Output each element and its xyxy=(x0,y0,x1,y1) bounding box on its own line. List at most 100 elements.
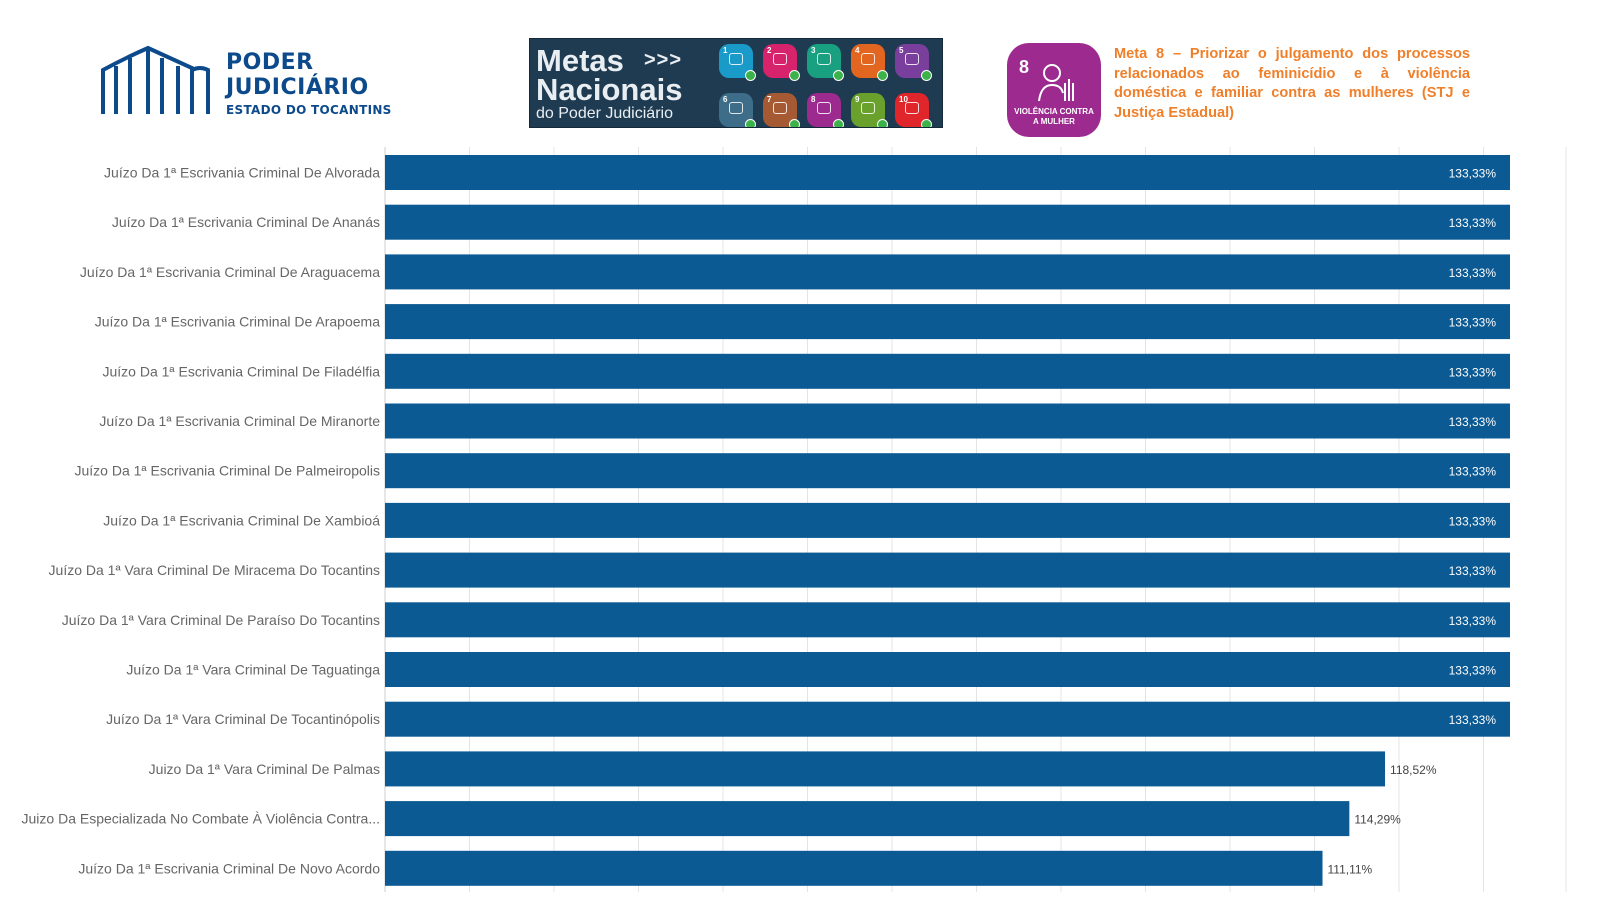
checkmark-icon xyxy=(789,119,800,127)
goal-tile-1: 1 xyxy=(719,44,756,81)
goal-tile-10: 10 xyxy=(895,93,932,127)
badge-caption: VIOLÊNCIA CONTRA A MULHER xyxy=(1007,107,1101,127)
woman-stop-hand-icon xyxy=(1038,64,1074,102)
goal-tile-4: 4 xyxy=(851,44,888,81)
goal-glyph-icon xyxy=(905,53,919,65)
value-label: 133,33% xyxy=(1449,664,1497,678)
banner-arrows-icon: >>> xyxy=(644,49,683,71)
value-label: 133,33% xyxy=(1449,614,1497,628)
bar xyxy=(385,304,1510,340)
banner-subtitle: do Poder Judiciário xyxy=(536,105,673,122)
value-label: 133,33% xyxy=(1449,216,1497,230)
category-label: Juízo Da 1ª Escrivania Criminal De Arapo… xyxy=(95,314,381,330)
goal-tile-2: 2 xyxy=(763,44,800,81)
goal-glyph-icon xyxy=(729,53,743,65)
banner-title-metas: Metas xyxy=(536,43,624,78)
bar xyxy=(385,353,1510,389)
goal-glyph-icon xyxy=(905,102,919,114)
goal-glyph-icon xyxy=(817,53,831,65)
meta8-title: Meta 8 – Priorizar o julgamento dos proc… xyxy=(1114,46,1470,121)
checkmark-icon xyxy=(833,70,844,81)
badge-number: 8 xyxy=(1019,57,1030,77)
goal-glyph-icon xyxy=(861,102,875,114)
category-label: Juízo Da 1ª Escrivania Criminal De Filad… xyxy=(102,363,380,379)
category-label: Juízo Da 1ª Escrivania Criminal De Ananá… xyxy=(112,214,380,230)
category-labels: Juízo Da 1ª Escrivania Criminal De Alvor… xyxy=(22,165,381,877)
bar xyxy=(385,453,1510,489)
goal-glyph-icon xyxy=(773,53,787,65)
value-label: 133,33% xyxy=(1449,365,1497,379)
checkmark-icon xyxy=(745,119,756,127)
value-label: 111,11% xyxy=(1328,862,1373,876)
goal-number: 3 xyxy=(811,46,816,55)
metas-nacionais-banner: Metas >>> Nacionais do Poder Judiciário … xyxy=(529,38,943,128)
checkmark-icon xyxy=(921,119,932,127)
bar xyxy=(385,502,1510,538)
logo-text-poder: PODER xyxy=(226,50,314,75)
value-label: 133,33% xyxy=(1449,713,1497,727)
goal-number: 2 xyxy=(767,46,772,55)
checkmark-icon xyxy=(921,70,932,81)
value-label: 133,33% xyxy=(1449,564,1497,578)
category-label: Juízo Da 1ª Vara Criminal De Tocantinópo… xyxy=(106,711,380,727)
goal-number: 7 xyxy=(767,95,772,104)
logo-text-judiciario: JUDICIÁRIO xyxy=(226,75,369,100)
badge-caption-line1: VIOLÊNCIA CONTRA xyxy=(1014,107,1094,116)
value-label: 133,33% xyxy=(1449,415,1497,429)
bar xyxy=(385,204,1510,240)
category-label: Juízo Da 1ª Escrivania Criminal De Alvor… xyxy=(104,165,380,181)
goal-tile-7: 7 xyxy=(763,93,800,127)
category-label: Juizo Da Especializada No Combate À Viol… xyxy=(22,811,380,827)
value-label: 133,33% xyxy=(1449,514,1497,528)
goal-number: 10 xyxy=(899,95,908,104)
goal-tile-6: 6 xyxy=(719,93,756,127)
courthouse-columns-icon xyxy=(101,45,210,114)
goal-number: 1 xyxy=(723,46,728,55)
checkmark-icon xyxy=(745,70,756,81)
goal-tile-9: 9 xyxy=(851,93,888,127)
goal-tile-3: 3 xyxy=(807,44,844,81)
value-label: 114,29% xyxy=(1354,813,1401,827)
checkmark-icon xyxy=(877,119,888,127)
category-label: Juízo Da 1ª Escrivania Criminal De Aragu… xyxy=(80,264,380,280)
checkmark-icon xyxy=(833,119,844,127)
bar xyxy=(385,850,1323,886)
bars xyxy=(385,155,1510,886)
value-label: 118,52% xyxy=(1390,763,1437,777)
goal-glyph-icon xyxy=(861,53,875,65)
value-label: 133,33% xyxy=(1449,316,1497,330)
goal-glyph-icon xyxy=(817,102,831,114)
category-label: Juízo Da 1ª Escrivania Criminal De Xambi… xyxy=(103,512,380,528)
bar xyxy=(385,552,1510,588)
category-label: Juízo Da 1ª Escrivania Criminal De Palme… xyxy=(74,463,380,479)
goal-number: 9 xyxy=(855,95,860,104)
badge-caption-line2: A MULHER xyxy=(1033,117,1075,126)
category-label: Juízo Da 1ª Escrivania Criminal De Miran… xyxy=(99,413,380,429)
checkmark-icon xyxy=(789,70,800,81)
logo-text-estado: ESTADO DO TOCANTINS xyxy=(226,103,392,117)
value-label: 133,33% xyxy=(1449,266,1497,280)
bar xyxy=(385,602,1510,638)
goal-number: 5 xyxy=(899,46,904,55)
meta8-badge: 8 VIOLÊNCIA CONTRA A MULHER xyxy=(1007,43,1101,137)
category-label: Juízo Da 1ª Escrivania Criminal De Novo … xyxy=(78,860,380,876)
goal-number: 6 xyxy=(723,95,728,104)
checkmark-icon xyxy=(877,70,888,81)
goal-glyph-icon xyxy=(773,102,787,114)
bar xyxy=(385,801,1350,837)
bar xyxy=(385,701,1510,737)
bar xyxy=(385,403,1510,439)
goal-number: 8 xyxy=(811,95,816,104)
banner-title-nacionais: Nacionais xyxy=(536,72,683,107)
category-label: Juizo Da 1ª Vara Criminal De Palmas xyxy=(149,761,380,777)
value-labels: 133,33% 133,33% 133,33% 133,33% 133,33% 133,3… xyxy=(1328,167,1497,877)
category-label: Juízo Da 1ª Vara Criminal De Taguatinga xyxy=(126,662,380,678)
value-label: 133,33% xyxy=(1449,167,1497,181)
goal-number: 4 xyxy=(855,46,860,55)
value-label: 133,33% xyxy=(1449,465,1497,479)
category-label: Juízo Da 1ª Vara Criminal De Miracema Do… xyxy=(49,562,380,578)
bar xyxy=(385,652,1510,687)
bar xyxy=(385,751,1386,787)
goal-tile-8: 8 xyxy=(807,93,844,127)
bar xyxy=(385,254,1510,290)
